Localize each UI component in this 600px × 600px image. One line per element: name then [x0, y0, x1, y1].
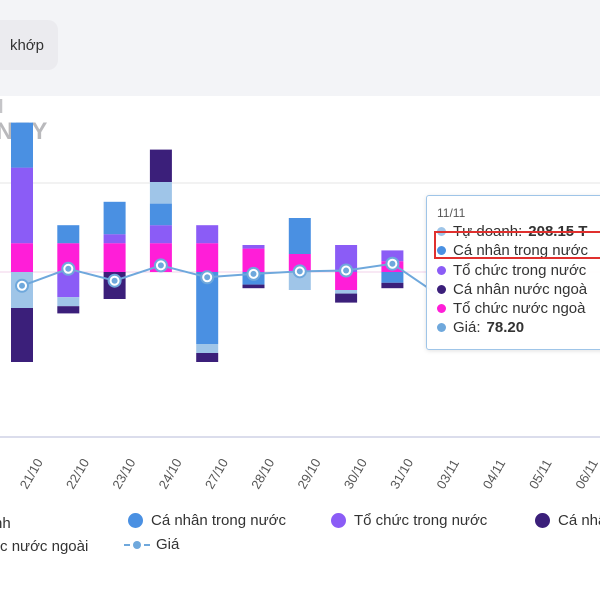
match-filter-label: khớp [9, 36, 44, 54]
bar-tổ-chức-nước-ngoài [242, 248, 265, 272]
bar-cá-nhân-nước-ngoài [242, 284, 265, 289]
bar-cá-nhân-nước-ngoài [335, 293, 358, 303]
match-filter-button[interactable]: khớp [0, 20, 58, 70]
bar-tổ-chức-nước-ngoài [335, 272, 358, 290]
x-tick-label: 28/10 [248, 456, 277, 492]
tooltip-dot-icon [437, 304, 446, 313]
price-point [157, 262, 164, 269]
bar-cá-nhân-nước-ngoài [196, 353, 219, 362]
bar-cá-nhân-nước-ngoài [11, 308, 33, 362]
legend-label: ức nước ngoài [0, 538, 89, 555]
legend-dot-icon [331, 513, 346, 528]
tooltip-row-value: 78.20 [486, 319, 525, 336]
tooltip-row-label: Tổ chức trong nước [453, 262, 587, 279]
tooltip-dot-icon [437, 246, 446, 255]
bar-cá-nhân-nước-ngoài [149, 149, 172, 182]
bar-tự-doanh [335, 290, 358, 294]
bar-tự-doanh [196, 344, 219, 353]
tooltip-row-label: Cá nhân trong nước [453, 242, 588, 259]
x-tick-label: 31/10 [387, 456, 416, 492]
bar-cá-nhân-trong-nước [149, 203, 172, 226]
bar-cá-nhân-nước-ngoài [381, 282, 404, 289]
bar-cá-nhân-trong-nước [57, 225, 80, 244]
legend-label: Cá nhâ [558, 512, 600, 529]
price-point [111, 277, 118, 284]
tooltip-row: Cá nhân nước ngoà [437, 281, 587, 298]
x-tick-label: 21/10 [17, 456, 46, 492]
tooltip-dot-icon [437, 323, 446, 332]
legend-item-to-chuc-nuoc-ngoai[interactable]: ức nước ngoài [0, 538, 88, 555]
price-point [65, 265, 72, 272]
bar-tổ-chức-nước-ngoài [103, 243, 126, 272]
bar-tổ-chức-trong-nước [335, 245, 358, 272]
price-point [296, 268, 303, 275]
bar-cá-nhân-trong-nước [196, 272, 219, 344]
price-point [204, 274, 211, 281]
bar-tổ-chức-trong-nước [242, 245, 265, 249]
bar-tổ-chức-trong-nước [381, 250, 404, 262]
legend-item-ca-nhan-trong-nuoc[interactable]: Cá nhân trong nước [128, 512, 286, 529]
bar-tổ-chức-trong-nước [149, 225, 172, 244]
bar-tự-doanh [288, 272, 311, 290]
price-line [21, 262, 440, 296]
legend: nh Cá nhân trong nước Tổ chức trong nước… [0, 510, 600, 570]
x-tick-label: 03/11 [433, 457, 462, 492]
bar-cá-nhân-nước-ngoài [57, 306, 80, 314]
legend-label: Giá [156, 536, 180, 553]
price-point [343, 267, 350, 274]
bar-tổ-chức-trong-nước [57, 272, 80, 298]
legend-item-tu-doanh[interactable]: nh [0, 515, 11, 532]
bar-tự-doanh [57, 297, 80, 307]
tooltip-row-label: Giá: [453, 319, 481, 336]
tooltip-dot-icon [437, 285, 446, 294]
legend-item-ca-nhan-nuoc-ngoai[interactable]: Cá nhâ [535, 512, 600, 529]
x-tick-label: 05/11 [526, 457, 555, 492]
price-point [250, 270, 257, 277]
card-title-line1: I [0, 96, 4, 118]
x-tick-label: 04/11 [480, 457, 509, 492]
x-tick-label: 22/10 [63, 456, 92, 492]
chart-tooltip: 11/11 Tự doanh: 208.15 T Cá nhân trong n… [426, 195, 600, 350]
x-tick-label: 23/10 [109, 456, 138, 492]
tooltip-row: Cá nhân trong nước [437, 242, 588, 259]
bar-cá-nhân-trong-nước [11, 122, 33, 168]
tooltip-row: Tổ chức trong nước [437, 262, 586, 279]
tooltip-date: 11/11 [437, 206, 466, 220]
legend-label: Cá nhân trong nước [151, 512, 286, 529]
bar-cá-nhân-trong-nước [381, 272, 404, 283]
legend-item-gia[interactable]: Giá [124, 536, 179, 553]
price-point [19, 282, 25, 289]
legend-label: nh [0, 515, 11, 532]
legend-line-icon [124, 538, 150, 552]
x-tick-label: 29/10 [294, 456, 323, 492]
bar-tổ-chức-trong-nước [103, 234, 126, 244]
legend-label: Tổ chức trong nước [354, 512, 488, 529]
tooltip-row: Tổ chức nước ngoà [437, 300, 585, 317]
tooltip-row-label: Tổ chức nước ngoà [453, 300, 586, 317]
bar-tổ-chức-nước-ngoài [196, 243, 219, 272]
tooltip-dot-icon [437, 266, 446, 275]
top-bar: khớp [0, 0, 600, 92]
tooltip-highlight-box [434, 231, 600, 259]
bar-tổ-chức-nước-ngoài [11, 243, 33, 272]
price-point [389, 260, 396, 267]
tooltip-row-label: Cá nhân nước ngoà [453, 281, 588, 298]
x-tick-label: 06/11 [572, 457, 600, 492]
bar-cá-nhân-trong-nước [103, 201, 126, 235]
bar-cá-nhân-trong-nước [288, 218, 311, 254]
legend-dot-icon [535, 513, 550, 528]
x-tick-label: 24/10 [156, 456, 185, 492]
legend-dot-icon [128, 513, 143, 528]
bar-tự-doanh [149, 182, 172, 204]
x-tick-label: 30/10 [341, 456, 370, 492]
legend-item-to-chuc-trong-nuoc[interactable]: Tổ chức trong nước [331, 512, 487, 529]
bar-tổ-chức-trong-nước [196, 225, 219, 244]
x-tick-label: 27/10 [202, 456, 231, 492]
tooltip-row: Giá: 78.20 [437, 319, 524, 336]
bar-tổ-chức-trong-nước [11, 167, 33, 244]
